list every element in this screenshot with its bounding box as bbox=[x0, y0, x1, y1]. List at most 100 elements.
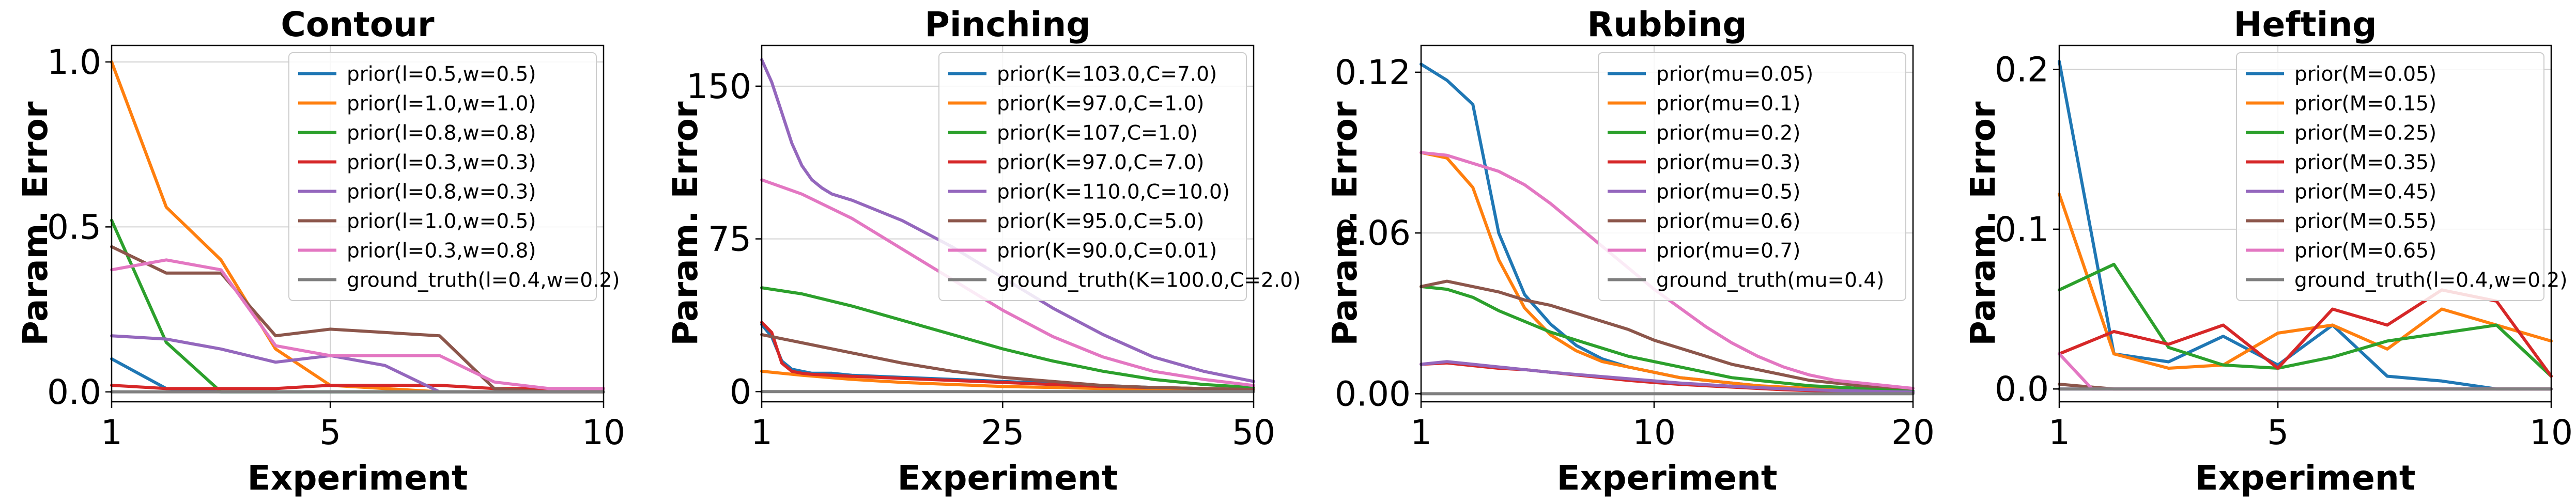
series-line bbox=[760, 58, 1255, 383]
x-tick-label: 1 bbox=[2048, 413, 2070, 452]
legend-label: prior(K=97.0,C=1.0) bbox=[997, 92, 1204, 116]
x-tick-label: 10 bbox=[1632, 413, 1676, 452]
series-line bbox=[760, 323, 1255, 391]
series-line bbox=[1420, 285, 1915, 393]
y-axis-label: Param. Error bbox=[16, 101, 55, 346]
legend-label: ground_truth(mu=0.4) bbox=[1656, 269, 1884, 292]
legend-label: prior(l=0.3,w=0.8) bbox=[347, 240, 536, 263]
chart-title: Pinching bbox=[925, 5, 1091, 44]
chart-title: Rubbing bbox=[1587, 5, 1747, 44]
y-tick-label: 0.2 bbox=[1995, 50, 2049, 89]
series-line bbox=[110, 245, 605, 394]
y-tick-label: 0.06 bbox=[1335, 213, 1411, 253]
chart-title: Contour bbox=[281, 5, 435, 44]
y-tick-label: 75 bbox=[708, 219, 751, 259]
y-tick-label: 0 bbox=[730, 372, 751, 412]
legend-label: prior(M=0.65) bbox=[2294, 240, 2436, 263]
legend-label: prior(l=0.8,w=0.8) bbox=[347, 122, 536, 145]
x-axis-label: Experiment bbox=[248, 458, 468, 498]
x-tick-label: 1 bbox=[751, 413, 773, 452]
legend-label: ground_truth(K=100.0,C=2.0) bbox=[997, 269, 1301, 292]
axes-frame bbox=[761, 44, 1255, 403]
legend-box bbox=[288, 52, 597, 301]
panel-rubbing: 1 10 20 0.00 0.06 0.12 Rubbing Experiment Param.… bbox=[1325, 5, 1935, 498]
panel-pinching: 1 25 50 0 75 150 Pinching Experiment Param. Erro… bbox=[666, 5, 1301, 498]
chart-title: Hefting bbox=[2233, 5, 2377, 44]
series-line bbox=[2058, 192, 2553, 370]
legend-label: prior(mu=0.6) bbox=[1656, 210, 1800, 233]
legend-label: prior(K=90.0,C=0.01) bbox=[997, 240, 1217, 263]
series-line bbox=[760, 178, 1255, 387]
legend-label: prior(mu=0.2) bbox=[1656, 122, 1800, 145]
legend-label: prior(M=0.55) bbox=[2294, 210, 2436, 233]
legend-label: prior(K=97.0,C=7.0) bbox=[997, 151, 1204, 175]
legend-label: prior(K=103.0,C=7.0) bbox=[997, 63, 1217, 86]
legend: prior(mu=0.05) prior(mu=0.1) prior(mu=0.2)… bbox=[1598, 52, 1906, 301]
panel-hefting: 1 5 10 0.0 0.1 0.2 Hefting Experiment Param. Err… bbox=[1963, 5, 2573, 498]
legend-label: prior(l=1.0,w=1.0) bbox=[347, 92, 536, 116]
x-tick-label: 5 bbox=[319, 413, 341, 452]
legend-label: prior(l=0.8,w=0.3) bbox=[347, 181, 536, 204]
legend-label: prior(mu=0.05) bbox=[1656, 63, 1813, 86]
legend-label: prior(M=0.05) bbox=[2294, 63, 2436, 86]
legend-label: ground_truth(l=0.4,w=0.2) bbox=[2294, 269, 2568, 292]
legend-box bbox=[938, 52, 1247, 301]
legend-label: prior(M=0.15) bbox=[2294, 92, 2436, 116]
legend-label: prior(l=0.5,w=0.5) bbox=[347, 63, 536, 86]
x-tick-label: 1 bbox=[101, 413, 122, 452]
series-line bbox=[110, 258, 605, 390]
x-axis-label: Experiment bbox=[2195, 458, 2416, 498]
y-tick-label: 0.0 bbox=[1995, 369, 2049, 409]
y-axis-label: Param. Error bbox=[1325, 101, 1365, 346]
legend-label: prior(K=95.0,C=5.0) bbox=[997, 210, 1204, 233]
series-line bbox=[1420, 360, 1915, 394]
x-tick-label: 10 bbox=[582, 413, 625, 452]
series-line bbox=[2058, 262, 2553, 378]
series-line bbox=[1420, 279, 1915, 390]
x-tick-label: 20 bbox=[1891, 413, 1935, 452]
legend-label: prior(M=0.45) bbox=[2294, 181, 2436, 204]
y-axis-label: Param. Error bbox=[1963, 101, 2003, 346]
x-tick-label: 25 bbox=[981, 413, 1024, 452]
legend: prior(K=103.0,C=7.0) prior(K=97.0,C=1.0) p… bbox=[938, 52, 1301, 301]
y-axis-label: Param. Error bbox=[666, 101, 705, 346]
legend-box bbox=[2236, 52, 2544, 301]
x-tick-label: 5 bbox=[2267, 413, 2289, 452]
x-tick-label: 50 bbox=[1232, 413, 1275, 452]
series-line bbox=[760, 333, 1255, 391]
panel-contour: 1 5 10 0.0 0.5 1.0 Contour Experiment Param. Err… bbox=[16, 5, 625, 498]
y-tick-label: 150 bbox=[686, 67, 751, 106]
y-tick-label: 0.1 bbox=[1995, 210, 2049, 249]
axes-frame bbox=[1420, 44, 1914, 403]
y-tick-label: 0.0 bbox=[47, 372, 101, 412]
legend-label: prior(l=0.3,w=0.3) bbox=[347, 151, 536, 175]
legend-label: prior(M=0.25) bbox=[2294, 122, 2436, 145]
legend-label: prior(mu=0.1) bbox=[1656, 92, 1800, 116]
legend-box bbox=[1598, 52, 1906, 301]
legend-label: prior(mu=0.7) bbox=[1656, 240, 1800, 263]
x-axis-label: Experiment bbox=[1557, 458, 1778, 498]
legend-label: prior(M=0.35) bbox=[2294, 151, 2436, 175]
y-tick-label: 0.5 bbox=[47, 207, 101, 247]
y-tick-label: 0.12 bbox=[1335, 53, 1411, 92]
series-line bbox=[760, 286, 1255, 389]
y-tick-label: 1.0 bbox=[47, 42, 101, 82]
x-tick-label: 1 bbox=[1410, 413, 1432, 452]
legend-label: prior(l=1.0,w=0.5) bbox=[347, 210, 536, 233]
series-line bbox=[2058, 59, 2553, 391]
legend: prior(M=0.05) prior(M=0.15) prior(M=0.25) p… bbox=[2236, 52, 2568, 301]
legend: prior(l=0.5,w=0.5) prior(l=1.0,w=1.0) prio… bbox=[288, 52, 620, 301]
x-axis-label: Experiment bbox=[898, 458, 1118, 498]
series-line bbox=[110, 334, 605, 394]
series-line bbox=[760, 369, 1255, 392]
axes-frame bbox=[111, 44, 605, 403]
axes-frame bbox=[2058, 44, 2552, 403]
x-tick-label: 10 bbox=[2529, 413, 2573, 452]
legend-label: ground_truth(l=0.4,w=0.2) bbox=[347, 269, 620, 292]
legend-label: prior(mu=0.3) bbox=[1656, 151, 1800, 175]
legend-label: prior(K=110.0,C=10.0) bbox=[997, 181, 1230, 204]
legend-label: prior(mu=0.5) bbox=[1656, 181, 1800, 204]
legend-label: prior(K=107,C=1.0) bbox=[997, 122, 1198, 145]
series-line bbox=[110, 384, 605, 390]
